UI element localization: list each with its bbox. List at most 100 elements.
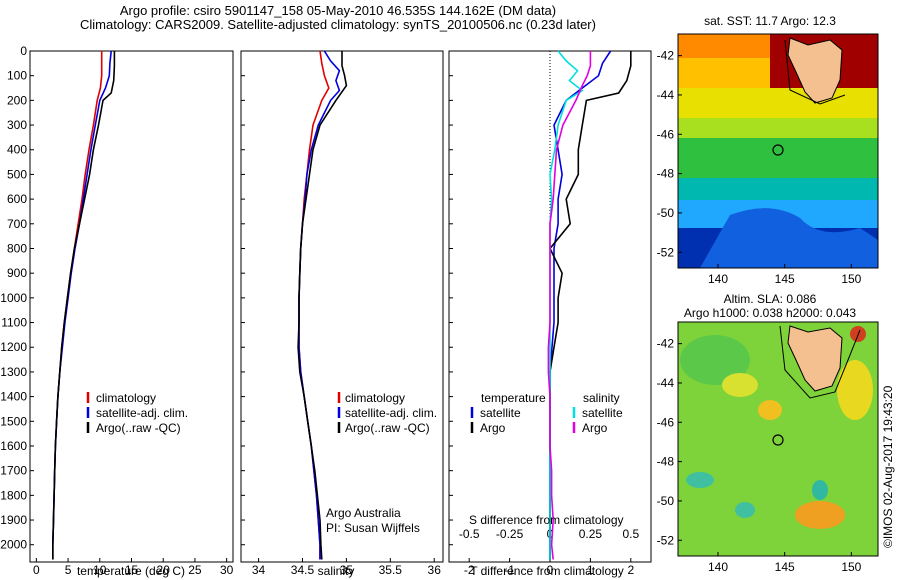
top-tick-label: 0.5 bbox=[622, 527, 639, 541]
depth-tick-label: 1300 bbox=[0, 365, 27, 379]
temperature-chart: 0 5 10 15 20 25 30 bbox=[33, 50, 234, 577]
tasmania-land bbox=[787, 325, 843, 392]
x-tick-label: -1 bbox=[504, 563, 515, 577]
depth-tick-label: 1100 bbox=[1, 316, 27, 330]
depth-tick-label: 1200 bbox=[0, 340, 27, 354]
difference-axis-label: T difference from climatology bbox=[470, 564, 624, 578]
map-y-tick-label: -52 bbox=[657, 533, 675, 547]
legend-label-t-satellite: satellite bbox=[480, 406, 521, 420]
map-x-tick-label: 150 bbox=[841, 272, 861, 286]
sst-map-title: sat. SST: 11.7 Argo: 12.3 bbox=[704, 14, 836, 28]
x-tick-label: 30 bbox=[220, 563, 234, 577]
map-y-tick-label: -44 bbox=[657, 88, 675, 102]
legend-label-argo: Argo(..raw -QC) bbox=[345, 421, 430, 435]
salinity-chart: 34 34.5 35 35.5 36 bbox=[252, 50, 442, 577]
depth-axis: 0 100 200 300 400 500 600 700 800 900 1000 1100 1200… bbox=[0, 44, 453, 552]
sst-band-yellowgreen bbox=[678, 118, 878, 140]
sla-patch-yellow bbox=[837, 360, 873, 420]
depth-tick-label: 1600 bbox=[0, 439, 27, 453]
depth-tick-label: 400 bbox=[7, 143, 27, 157]
sla-patch-orange bbox=[795, 501, 845, 529]
map-x-tick-label: 145 bbox=[775, 560, 795, 574]
map-y-tick-label: -50 bbox=[657, 494, 675, 508]
x-tick-label: 1 bbox=[587, 563, 594, 577]
depth-tick-label: 200 bbox=[7, 93, 27, 107]
x-tick-label: 0 bbox=[33, 563, 40, 577]
top-tick-label: -0.25 bbox=[496, 527, 524, 541]
map-x-tick-label: 140 bbox=[708, 272, 728, 286]
depth-tick-label: 100 bbox=[7, 69, 27, 83]
x-tick-label: 2 bbox=[627, 563, 634, 577]
depth-tick-label: 1900 bbox=[0, 513, 27, 527]
chart-title-line-2: Climatology: CARS2009. Satellite-adjuste… bbox=[80, 17, 596, 32]
legend-title-salinity: salinity bbox=[583, 391, 620, 405]
tasmania-land bbox=[787, 37, 843, 104]
sla-patch-yellow bbox=[758, 400, 782, 420]
credit-argo-australia: Argo Australia bbox=[326, 506, 401, 520]
sla-map-title-2: Argo h1000: 0.038 h2000: 0.043 bbox=[684, 306, 856, 320]
map-y-tick-label: -42 bbox=[657, 49, 675, 63]
salinity-plot-frame bbox=[240, 50, 444, 563]
x-tick-label: 0 bbox=[547, 563, 554, 577]
map-y-tick-label: -50 bbox=[657, 206, 675, 220]
map-y-tick-label: -44 bbox=[657, 376, 675, 390]
x-tick-label: 34.5 bbox=[291, 563, 315, 577]
sla-patch-teal bbox=[735, 502, 755, 518]
legend-label-s-argo: Argo bbox=[582, 421, 608, 435]
legend-title-temperature: temperature bbox=[481, 391, 546, 405]
sst-patch-mid bbox=[700, 208, 878, 268]
depth-tick-label: 1000 bbox=[0, 291, 27, 305]
map-y-tick-label: -42 bbox=[657, 337, 675, 351]
legend-label-satellite: satellite-adj. clim. bbox=[96, 406, 188, 420]
argo-float-marker bbox=[772, 144, 784, 156]
sla-map-title-1: Altim. SLA: 0.086 bbox=[724, 292, 817, 306]
x-tick-label: 25 bbox=[188, 563, 202, 577]
credit-pi: PI: Susan Wijffels bbox=[326, 521, 420, 535]
sst-band-teal bbox=[678, 178, 878, 204]
series-line-argo-raw-qc- bbox=[51, 51, 116, 560]
depth-tick-label: 900 bbox=[7, 266, 27, 280]
x-tick-label: 35.5 bbox=[379, 563, 403, 577]
depth-tick-label: 2000 bbox=[0, 538, 27, 552]
sst-band-yellow bbox=[678, 88, 878, 120]
map-y-tick-label: -48 bbox=[657, 167, 675, 181]
legend-label-t-argo: Argo bbox=[480, 421, 506, 435]
x-tick-label: -2 bbox=[464, 563, 475, 577]
depth-tick-label: 1400 bbox=[0, 390, 27, 404]
sla-patch-teal bbox=[686, 472, 714, 488]
temperature-axis-label: temperature (deg C) bbox=[77, 564, 185, 578]
legend-label-argo: Argo(..raw -QC) bbox=[96, 421, 181, 435]
map-y-tick-label: -48 bbox=[657, 455, 675, 469]
x-tick-label: 36 bbox=[428, 563, 442, 577]
imos-watermark: ©IMOS 02-Aug-2017 19:43:20 bbox=[881, 385, 895, 548]
x-tick-label: 5 bbox=[65, 563, 72, 577]
series-line-satellite bbox=[549, 50, 612, 560]
sst-front-contour bbox=[784, 39, 846, 105]
map-x-tick-label: 145 bbox=[775, 272, 795, 286]
sst-map bbox=[678, 34, 878, 268]
sst-map-frame bbox=[677, 33, 879, 269]
salinity-axis-label: salinity bbox=[318, 564, 355, 578]
depth-tick-label: 1700 bbox=[0, 464, 27, 478]
depth-tick-label: 800 bbox=[7, 241, 27, 255]
map-x-tick-label: 150 bbox=[841, 560, 861, 574]
legend-label-climatology: climatology bbox=[96, 391, 156, 405]
x-tick-label: 20 bbox=[157, 563, 171, 577]
depth-tick-label: 300 bbox=[7, 118, 27, 132]
argo-float-marker bbox=[772, 434, 784, 446]
legend-label-s-satellite: satellite bbox=[582, 406, 623, 420]
salinity-legend: climatology satellite-adj. clim. Argo(..… bbox=[326, 391, 437, 535]
legend-label-satellite: satellite-adj. clim. bbox=[345, 406, 437, 420]
top-axis-label: S difference from climatology bbox=[469, 513, 624, 527]
depth-tick-label: 500 bbox=[7, 167, 27, 181]
depth-tick-label: 0 bbox=[20, 44, 27, 58]
top-tick-label: -0.5 bbox=[459, 527, 480, 541]
series-line-climatology bbox=[298, 50, 330, 560]
temperature-legend: climatology satellite-adj. clim. Argo(..… bbox=[86, 391, 188, 435]
x-tick-label: 10 bbox=[93, 563, 107, 577]
map-y-tick-label: -52 bbox=[657, 245, 675, 259]
x-tick-label: 34 bbox=[252, 563, 266, 577]
depth-tick-label: 600 bbox=[7, 192, 27, 206]
